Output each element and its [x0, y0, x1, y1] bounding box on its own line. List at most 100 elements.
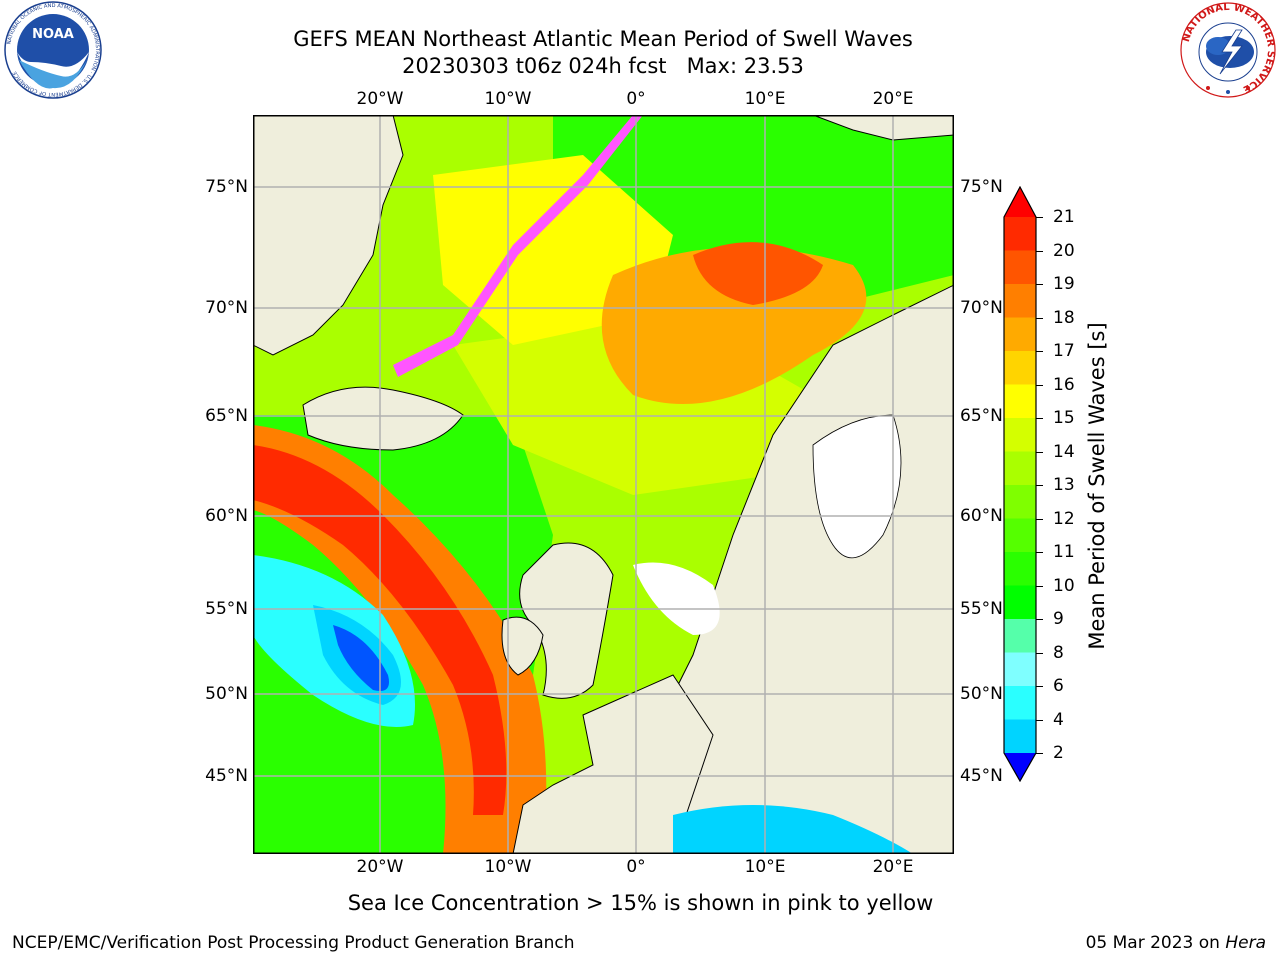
colorbar-band — [1004, 384, 1036, 419]
colorbar-tick-mark — [1036, 719, 1043, 721]
land-ireland — [501, 616, 544, 676]
lon-label-bottom: 10°W — [484, 857, 532, 877]
land-svalbard — [812, 115, 954, 141]
colorbar-tick-mark — [1036, 585, 1043, 587]
lat-label-right: 45°N — [960, 766, 1003, 786]
sea-ice-edge — [393, 115, 643, 377]
lat-label-right: 60°N — [960, 506, 1003, 526]
colorbar-tick-label: 14 — [1053, 441, 1075, 462]
land-greenland — [253, 115, 404, 356]
colorbar-band — [1004, 351, 1036, 385]
footer-credit: NCEP/EMC/Verification Post Processing Pr… — [12, 933, 575, 953]
swell-pool-deepblue — [333, 625, 389, 691]
colorbar-over-arrow — [1004, 186, 1036, 217]
colorbar-tick-mark — [1036, 619, 1043, 620]
colorbar-tick-mark — [1036, 485, 1043, 486]
nws-logo: NATIONAL WEATHER SERVICE — [1178, 0, 1278, 100]
colorbar-tick-label: 11 — [1053, 542, 1075, 562]
lat-label-left: 60°N — [205, 506, 248, 526]
colorbar-under-arrow — [1004, 753, 1036, 782]
colorbar-tick-mark — [1036, 351, 1043, 352]
colorbar-band — [1004, 418, 1036, 452]
colorbar-band — [1004, 585, 1036, 620]
footer-date: 05 Mar 2023 on Hera — [1086, 933, 1266, 953]
plot-subtitle: 20230303 t06z 024h fcst Max: 23.53 — [402, 54, 804, 78]
lat-label-right: 70°N — [960, 298, 1003, 318]
land-iberia-france — [512, 674, 714, 854]
colorbar-tick-label: 6 — [1053, 676, 1064, 696]
colorbar-tick-mark — [1036, 652, 1043, 654]
colorbar-band — [1004, 619, 1036, 653]
colorbar-tick-mark — [1036, 686, 1043, 687]
lon-label-top: 20°W — [356, 89, 404, 109]
colorbar-tick-label: 19 — [1053, 274, 1075, 294]
lat-label-left: 55°N — [205, 599, 248, 619]
colorbar-tick-label: 17 — [1053, 341, 1075, 361]
lat-label-left: 45°N — [205, 766, 248, 786]
lat-label-right: 65°N — [960, 406, 1003, 426]
colorbar-band — [1004, 317, 1036, 352]
colorbar-tick-label: 16 — [1053, 374, 1075, 395]
colorbar-band — [1004, 250, 1036, 285]
colorbar-band — [1004, 485, 1036, 519]
colorbar-tick-label: 4 — [1053, 709, 1064, 730]
footer-host: Hera — [1225, 933, 1266, 953]
lon-label-top: 10°E — [744, 89, 786, 109]
noaa-logo: NATIONAL OCEANIC AND ATMOSPHERIC ADMINIS… — [3, 0, 103, 100]
lon-label-top: 10°W — [484, 89, 532, 109]
noaa-logo-text: NOAA — [32, 27, 74, 42]
lat-label-left: 50°N — [205, 684, 248, 704]
colorbar-tick-label: 18 — [1053, 307, 1075, 328]
colorbar — [1000, 185, 1040, 783]
colorbar-tick-mark — [1036, 552, 1043, 553]
lon-label-bottom: 20°W — [356, 857, 404, 877]
colorbar-tick-label: 13 — [1053, 475, 1075, 495]
colorbar-tick-label: 15 — [1053, 408, 1075, 428]
map-panel — [253, 115, 954, 854]
lat-label-right: 75°N — [960, 177, 1003, 197]
colorbar-tick-label: 9 — [1053, 609, 1064, 629]
colorbar-tick-mark — [1036, 753, 1043, 754]
lon-label-bottom: 0° — [626, 857, 646, 877]
lat-label-right: 55°N — [960, 599, 1003, 619]
sea-north-baltic — [812, 414, 902, 559]
colorbar-tick-mark — [1036, 451, 1043, 453]
colorbar-tick-label: 8 — [1053, 642, 1064, 663]
sea-mediterranean-north — [673, 805, 913, 854]
sea-north-sea — [633, 562, 720, 635]
lon-label-top: 20°E — [872, 89, 914, 109]
footer-date-text: 05 Mar 2023 on — [1085, 933, 1220, 953]
colorbar-tick-label: 2 — [1053, 743, 1064, 763]
plot-title: GEFS MEAN Northeast Atlantic Mean Period… — [293, 27, 913, 51]
colorbar-band — [1004, 686, 1036, 720]
colorbar-band — [1004, 552, 1036, 586]
colorbar-tick-label: 10 — [1053, 575, 1075, 596]
colorbar-tick-label: 20 — [1053, 240, 1075, 261]
colorbar-band — [1004, 451, 1036, 486]
lon-label-bottom: 20°E — [872, 857, 914, 877]
colorbar-band — [1004, 518, 1036, 553]
swell-period-map — [253, 115, 954, 854]
colorbar-tick-mark — [1036, 217, 1043, 218]
colorbar-tick-mark — [1036, 518, 1043, 520]
colorbar-tick-mark — [1036, 384, 1043, 386]
land-iceland — [302, 386, 464, 451]
map-frame — [253, 115, 954, 854]
swell-region-redorange-north — [693, 242, 823, 305]
lat-label-left: 75°N — [205, 177, 248, 197]
colorbar-band — [1004, 652, 1036, 687]
colorbar-band — [1004, 284, 1036, 318]
lat-label-left: 70°N — [205, 298, 248, 318]
colorbar-tick-mark — [1036, 317, 1043, 319]
colorbar-svg — [1003, 185, 1037, 783]
lon-label-bottom: 10°E — [744, 857, 786, 877]
lat-label-left: 65°N — [205, 406, 248, 426]
colorbar-tick-label: 21 — [1053, 207, 1075, 227]
colorbar-tick-mark — [1036, 250, 1043, 252]
colorbar-band — [1004, 719, 1036, 754]
colorbar-tick-mark — [1036, 418, 1043, 419]
graticule — [253, 115, 954, 854]
sea-ice-note: Sea Ice Concentration > 15% is shown in … — [347, 891, 934, 915]
colorbar-band — [1004, 217, 1036, 251]
lat-label-right: 50°N — [960, 684, 1003, 704]
